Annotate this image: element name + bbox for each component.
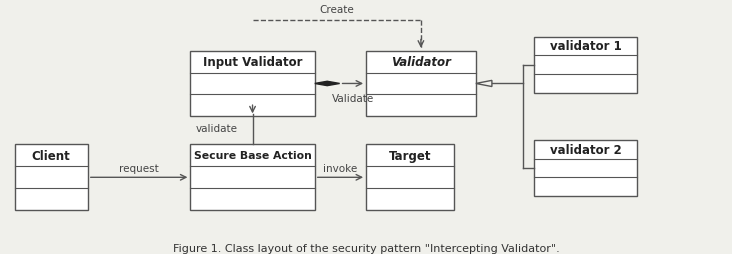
Text: Secure Base Action: Secure Base Action [193, 151, 312, 161]
Text: Create: Create [319, 5, 354, 15]
Bar [366, 51, 476, 117]
Bar [15, 145, 88, 210]
Text: Target: Target [389, 149, 431, 162]
Bar [366, 145, 454, 210]
Text: validator 2: validator 2 [550, 143, 621, 156]
Bar [534, 37, 637, 93]
Bar [190, 145, 315, 210]
Text: Figure 1. Class layout of the security pattern "Intercepting Validator".: Figure 1. Class layout of the security p… [173, 243, 559, 253]
Text: request: request [119, 163, 159, 173]
Text: validator 1: validator 1 [550, 40, 621, 53]
Bar [190, 51, 315, 117]
Bar [534, 140, 637, 196]
Polygon shape [315, 82, 340, 86]
Polygon shape [476, 81, 492, 87]
Text: Validator: Validator [391, 56, 451, 69]
Text: invoke: invoke [324, 163, 357, 173]
Text: Client: Client [32, 149, 70, 162]
Text: Validate: Validate [332, 93, 374, 103]
Text: validate: validate [196, 123, 238, 134]
Text: Input Validator: Input Validator [203, 56, 302, 69]
